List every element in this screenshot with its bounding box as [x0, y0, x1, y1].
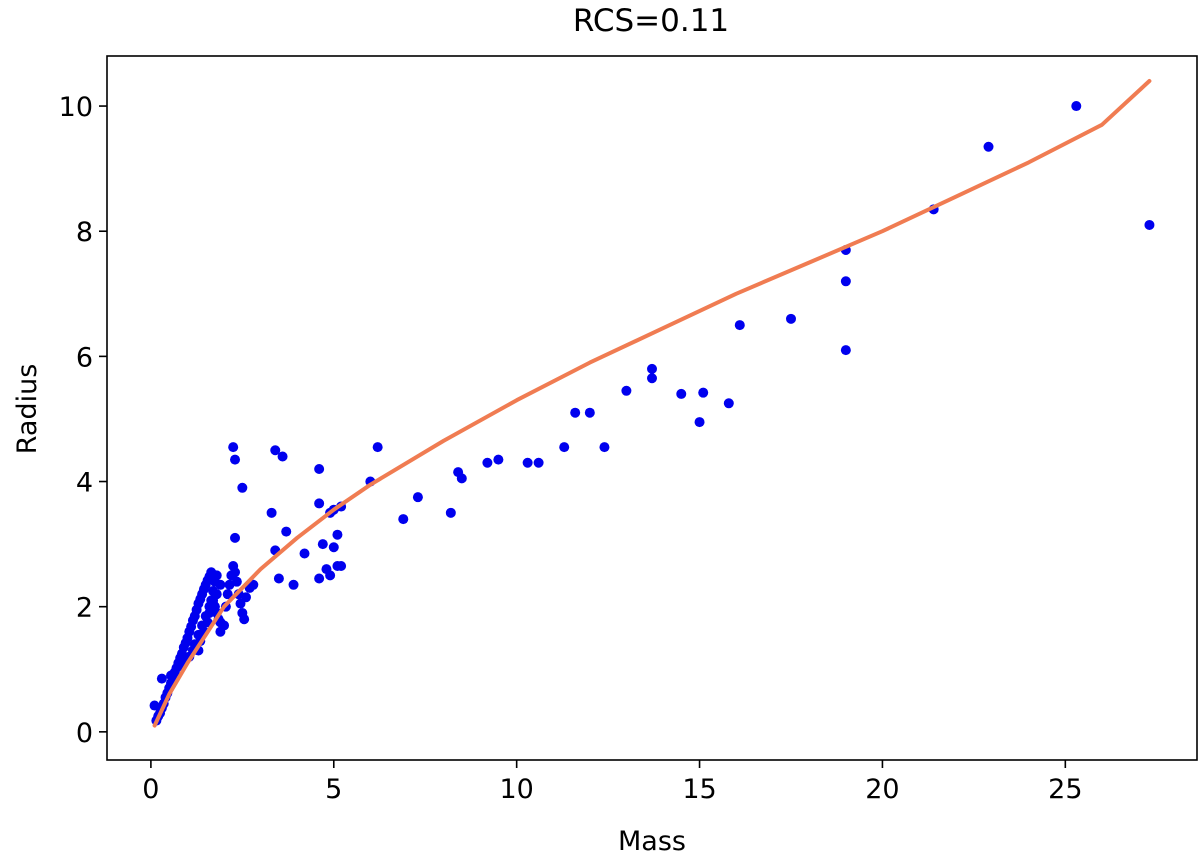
data-point	[266, 507, 277, 518]
data-point	[230, 532, 241, 543]
data-point	[621, 385, 632, 396]
data-point	[321, 564, 332, 575]
data-point	[456, 473, 467, 484]
data-point	[248, 579, 259, 590]
y-axis-label: Radius	[12, 364, 43, 455]
data-point	[332, 561, 343, 572]
y-tick-label: 6	[76, 342, 93, 373]
data-point	[230, 454, 241, 465]
data-point	[240, 592, 251, 603]
data-point	[493, 454, 504, 465]
chart-title: RCS=0.11	[573, 3, 729, 39]
y-tick-label: 0	[76, 718, 93, 749]
y-tick-label: 10	[59, 92, 93, 123]
data-point	[676, 388, 687, 399]
fit-line	[152, 79, 1152, 728]
data-point	[1071, 101, 1082, 112]
data-point	[314, 464, 325, 475]
data-point	[785, 313, 796, 324]
data-point	[211, 589, 222, 600]
data-point	[533, 457, 544, 468]
data-point	[412, 492, 423, 503]
data-point	[228, 442, 239, 453]
data-point	[647, 363, 657, 374]
data-point	[445, 507, 456, 518]
data-point	[647, 373, 657, 384]
data-point	[570, 407, 581, 418]
y-axis: 0 2 4 6 8 10	[59, 92, 107, 749]
data-point	[398, 514, 409, 525]
data-point	[222, 589, 233, 600]
x-tick-label: 15	[682, 774, 716, 805]
data-point	[204, 607, 215, 618]
x-tick-label: 0	[142, 774, 159, 805]
data-point	[231, 576, 242, 587]
data-point	[332, 529, 343, 540]
x-tick-label: 5	[325, 774, 342, 805]
data-point	[215, 626, 226, 637]
data-point	[734, 320, 745, 331]
data-point	[156, 673, 167, 684]
data-point	[211, 570, 222, 581]
y-tick-label: 8	[76, 217, 93, 248]
x-axis-label: Mass	[618, 826, 686, 857]
axes-frame	[106, 55, 1198, 761]
data-point	[522, 457, 533, 468]
data-point	[559, 442, 570, 453]
x-tick-label: 25	[1048, 774, 1082, 805]
data-point	[599, 442, 610, 453]
data-point	[584, 407, 595, 418]
data-point	[270, 445, 281, 456]
data-point	[237, 482, 248, 493]
data-point	[1144, 219, 1155, 230]
data-point	[166, 670, 177, 681]
data-point	[314, 573, 325, 584]
data-point	[694, 417, 705, 428]
data-point	[983, 141, 994, 152]
data-point	[372, 442, 383, 453]
data-point	[482, 457, 493, 468]
x-tick-label: 10	[499, 774, 533, 805]
data-point	[277, 451, 288, 462]
data-point	[314, 498, 325, 509]
x-axis: 0 5 10 15 20 25	[142, 760, 1083, 805]
data-point	[840, 345, 851, 356]
data-point	[215, 579, 226, 590]
data-point	[273, 573, 284, 584]
data-point	[698, 387, 709, 398]
data-point	[239, 614, 250, 625]
y-tick-label: 4	[76, 468, 93, 499]
y-tick-label: 2	[76, 593, 93, 624]
data-point	[840, 276, 851, 287]
data-point	[288, 579, 299, 590]
x-tick-label: 20	[865, 774, 899, 805]
data-point	[208, 598, 219, 609]
data-point	[281, 526, 292, 537]
data-point	[723, 398, 734, 409]
data-point	[230, 567, 241, 578]
data-point	[299, 548, 310, 559]
data-point	[328, 542, 339, 553]
data-point	[317, 539, 328, 550]
plot-area	[149, 79, 1155, 728]
